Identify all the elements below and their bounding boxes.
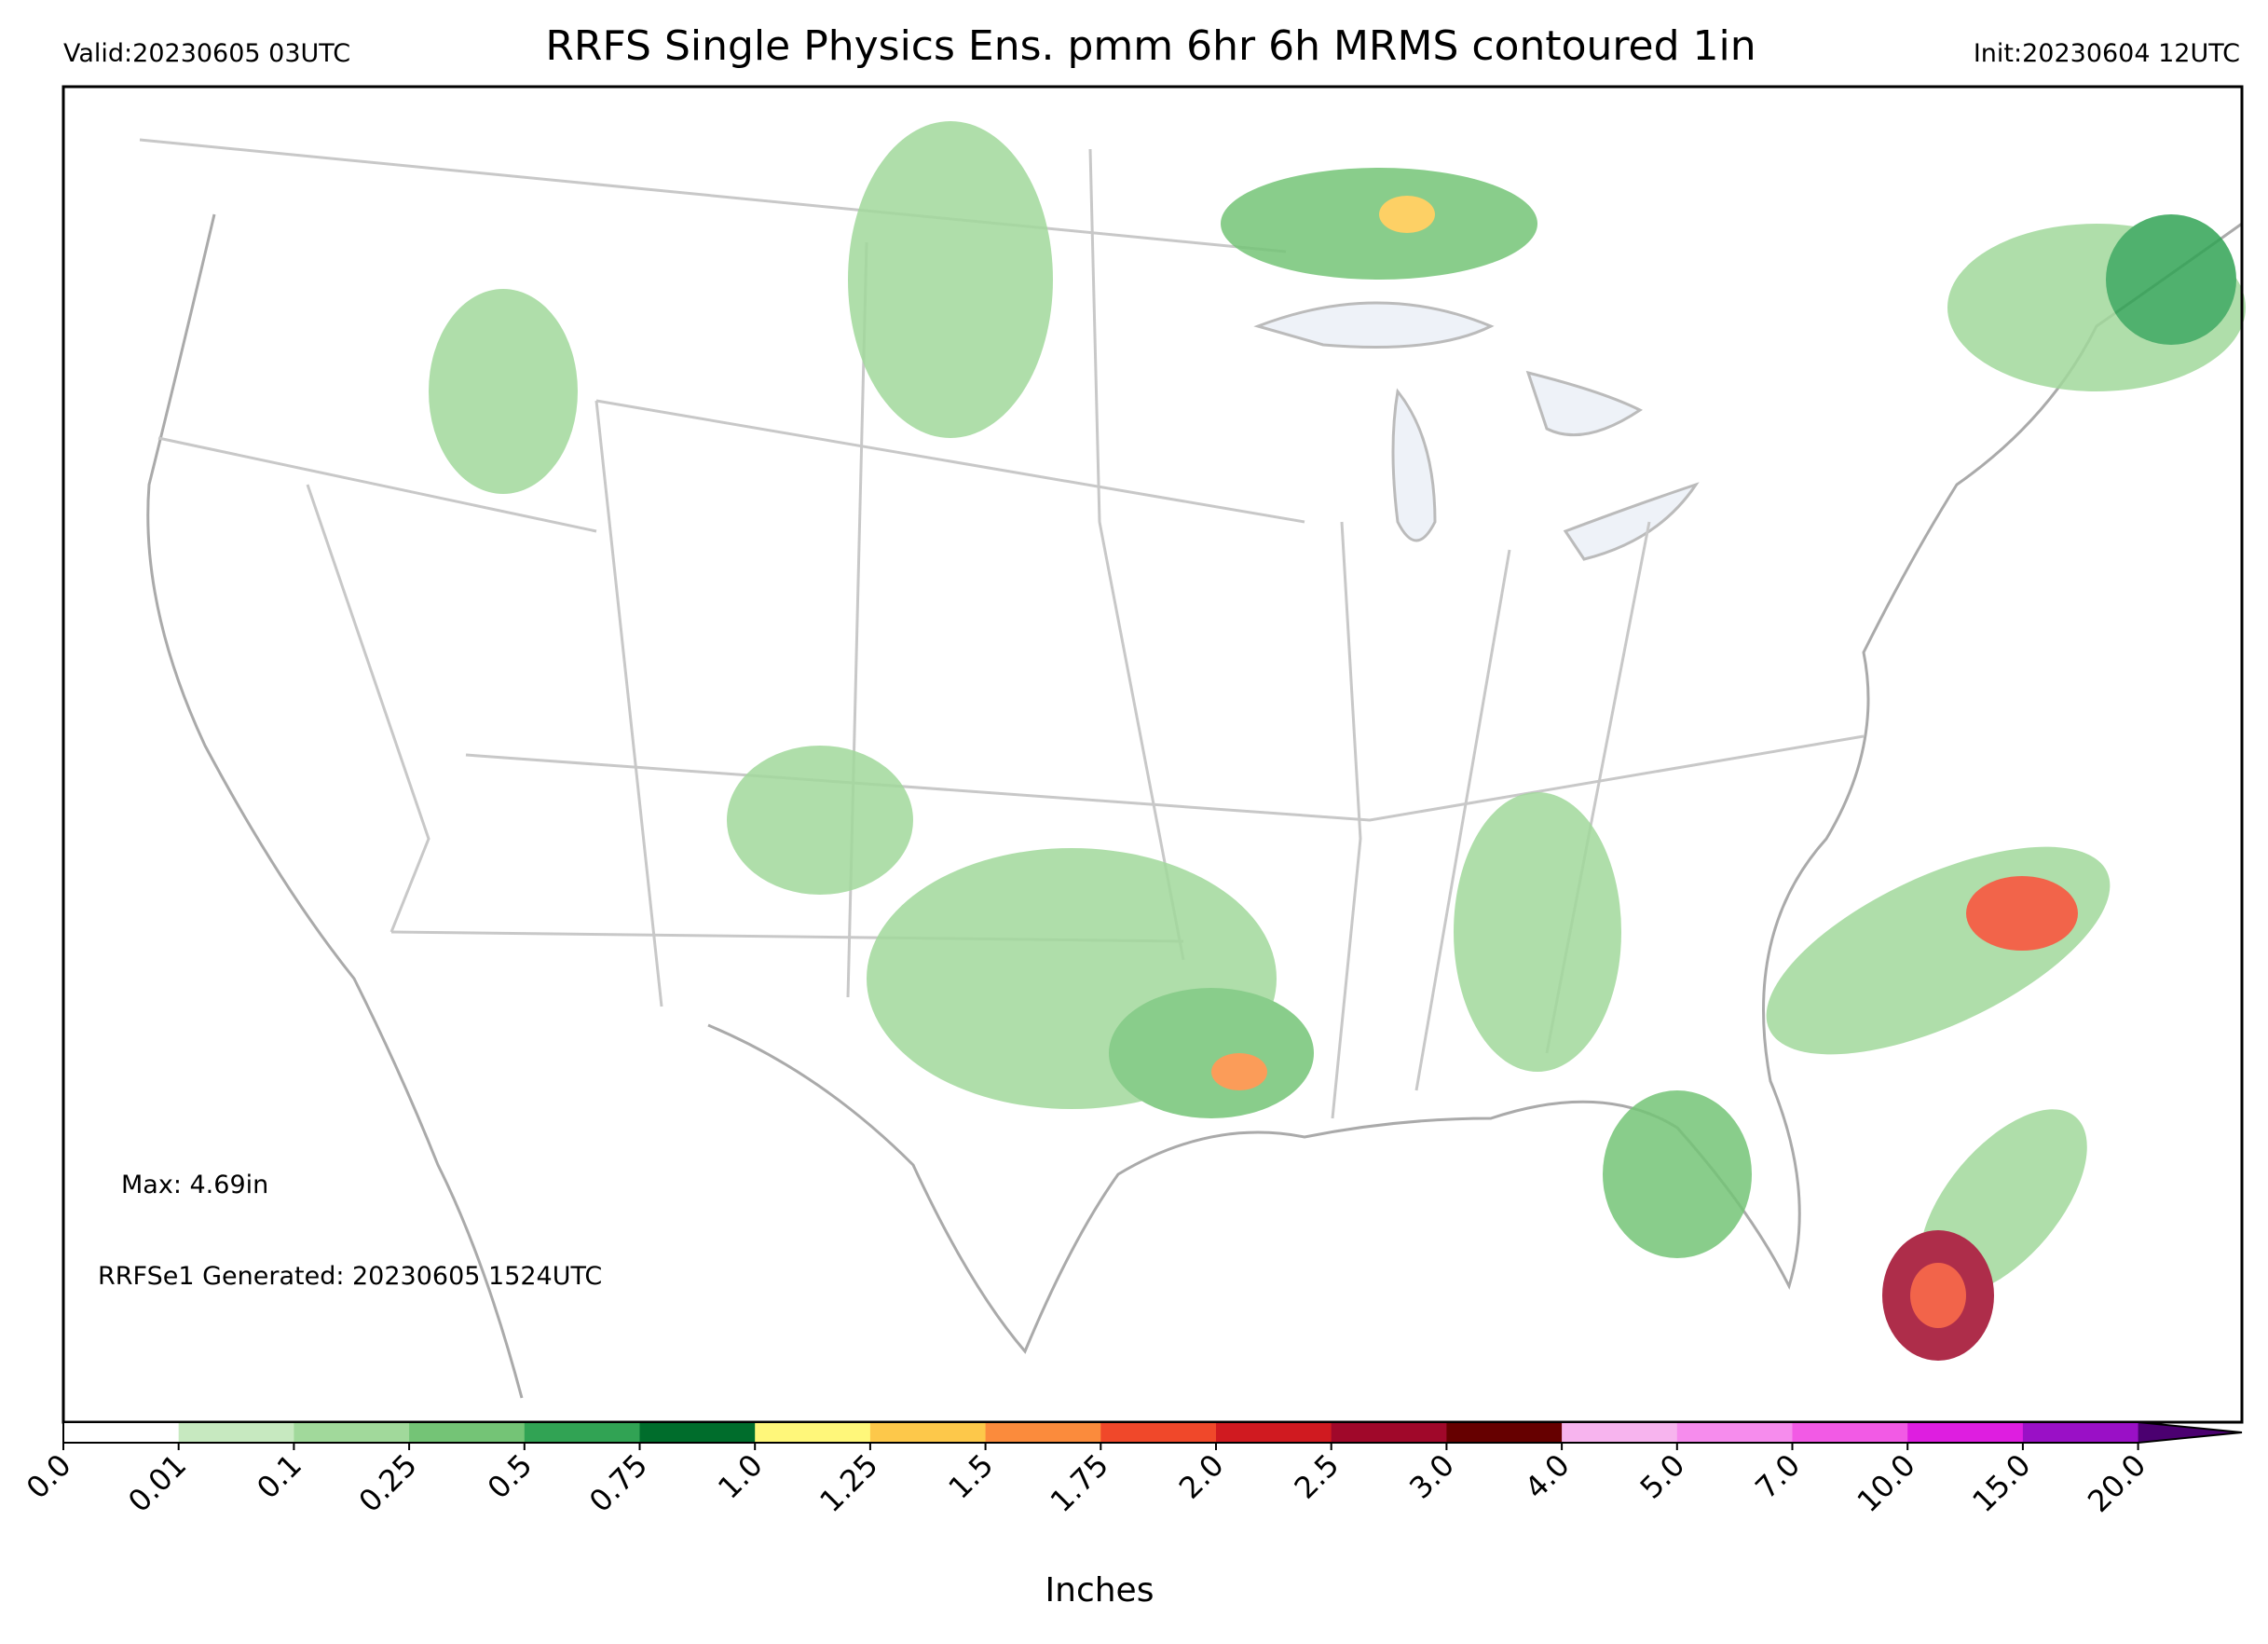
colorbar-segment xyxy=(294,1422,410,1443)
colorbar-segment xyxy=(1216,1422,1332,1443)
map xyxy=(61,85,2246,1424)
colorbar-tick-label: 2.0 xyxy=(1172,1447,1231,1506)
colorbar-tick-label: 0.5 xyxy=(481,1447,540,1506)
colorbar-tick-label: 1.25 xyxy=(813,1447,884,1519)
generated-time: RRFSe1 Generated: 20230605 1524UTC xyxy=(98,1262,602,1291)
valid-time: Valid:20230605 03UTC xyxy=(63,39,350,68)
colorbar-tick-label: 0.75 xyxy=(582,1447,654,1519)
precipitation xyxy=(429,121,2246,1361)
colorbar-segment xyxy=(1562,1422,1678,1443)
colorbar-tick-label: 4.0 xyxy=(1518,1447,1577,1506)
colorbar: 0.0 0.01 0.1 0.25 0.5 0.75 1.0 1.25 1.5 1.75 2.0 2.… xyxy=(20,1421,2243,1519)
lakes xyxy=(1253,301,1700,561)
colorbar-segment xyxy=(1331,1422,1447,1443)
colorbar-tick-label: 5.0 xyxy=(1633,1447,1692,1506)
colorbar-extension xyxy=(2138,1422,2242,1443)
colorbar-tick-label: 1.5 xyxy=(941,1447,1000,1506)
init-time: Init:20230604 12UTC xyxy=(1974,39,2240,68)
colorbar-segment xyxy=(1792,1422,1908,1443)
colorbar-segment xyxy=(1676,1422,1793,1443)
colorbar-tick-label: 3.0 xyxy=(1402,1447,1461,1506)
colorbar-segment xyxy=(639,1422,756,1443)
colorbar-tick-label: 0.1 xyxy=(250,1447,308,1506)
colorbar-segment xyxy=(2022,1422,2139,1443)
colorbar-segment xyxy=(178,1422,294,1443)
colorbar-tick-label: 1.0 xyxy=(711,1447,770,1506)
colorbar-segment xyxy=(755,1422,871,1443)
title: RRFS Single Physics Ens. pmm 6hr 6h MRMS… xyxy=(545,22,1756,70)
max-value: Max: 4.69in xyxy=(121,1171,268,1199)
colorbar-segment xyxy=(409,1422,526,1443)
colorbar-tick-label: 20.0 xyxy=(2081,1447,2152,1519)
colorbar-segment xyxy=(524,1422,640,1443)
colorbar-label: Inches xyxy=(1045,1571,1154,1610)
colorbar-segment xyxy=(63,1422,180,1443)
colorbar-segment xyxy=(1907,1422,2024,1443)
colorbar-segment xyxy=(869,1422,987,1443)
state-borders xyxy=(139,138,1865,1119)
colorbar-tick-label: 15.0 xyxy=(1965,1447,2037,1519)
colorbar-tick-label: 10.0 xyxy=(1851,1447,1922,1519)
map-background xyxy=(63,87,2242,1422)
colorbar-tick-label: 1.75 xyxy=(1044,1447,1115,1519)
colorbar-tick-label: 0.0 xyxy=(20,1447,78,1506)
colorbar-tick-label: 0.25 xyxy=(352,1447,424,1519)
colorbar-outline xyxy=(62,1421,2243,1444)
colorbar-segment xyxy=(1446,1422,1563,1443)
colorbar-tick-label: 7.0 xyxy=(1748,1447,1807,1506)
colorbar-tick-label: 0.01 xyxy=(121,1447,193,1519)
colorbar-tick-label: 2.5 xyxy=(1288,1447,1346,1506)
colorbar-segment xyxy=(985,1422,1101,1443)
colorbar-segment xyxy=(1100,1422,1217,1443)
